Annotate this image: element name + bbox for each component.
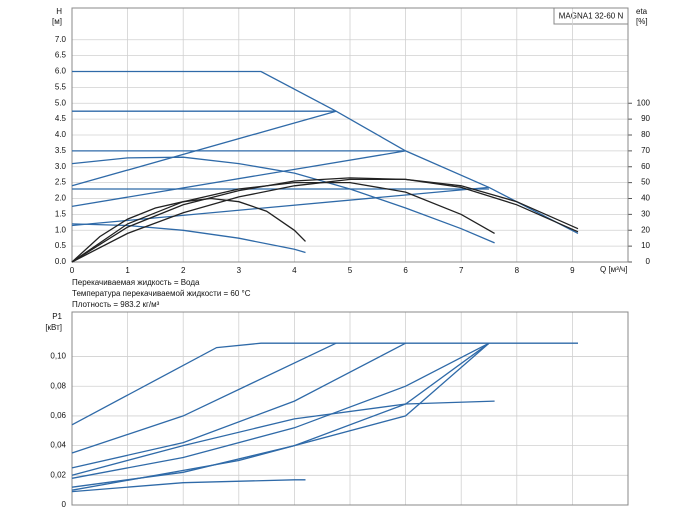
y2-tick-label: 60 xyxy=(641,162,650,171)
y-label: P1 xyxy=(52,312,62,321)
y-tick-label: 0,04 xyxy=(50,441,66,450)
x-tick-label: 2 xyxy=(181,266,186,275)
x-tick-label: 5 xyxy=(348,266,353,275)
curve xyxy=(71,178,579,263)
x-tick-label: 0 xyxy=(70,266,75,275)
y2-tick-label: 30 xyxy=(641,209,650,218)
y2-tick-label: 10 xyxy=(641,241,650,250)
curve xyxy=(71,400,495,476)
y-tick-label: 6.0 xyxy=(55,67,67,76)
curve xyxy=(71,342,578,426)
curve xyxy=(71,342,490,479)
y2-tick-label: 40 xyxy=(641,194,650,203)
y2-label: eta xyxy=(636,7,648,16)
x-tick-label: 9 xyxy=(570,266,575,275)
curve xyxy=(71,181,495,263)
y-tick-label: 0 xyxy=(62,500,67,509)
y-tick-label: 0.5 xyxy=(55,241,67,250)
x-tick-label: 8 xyxy=(515,266,520,275)
curve xyxy=(71,342,490,491)
note: Температура перекачиваемой жидкости = 60… xyxy=(72,289,251,298)
y-tick-label: 5.5 xyxy=(55,82,67,91)
y-tick-label: 6.5 xyxy=(55,51,67,60)
y-tick-label: 0,06 xyxy=(50,411,66,420)
y2-tick-label: 80 xyxy=(641,130,650,139)
y-tick-label: 4.0 xyxy=(55,130,67,139)
plot-frame xyxy=(71,311,629,506)
y2-tick-label: 70 xyxy=(641,146,650,155)
y-tick-label: 2.0 xyxy=(55,194,67,203)
y-tick-label: 2.5 xyxy=(55,178,67,187)
curve xyxy=(71,197,306,263)
x-tick-label: 4 xyxy=(292,266,297,275)
x-tick-label: 1 xyxy=(125,266,130,275)
plot-frame xyxy=(71,7,629,263)
y-tick-label: 0.0 xyxy=(55,257,67,266)
y-tick-label: 1.5 xyxy=(55,209,67,218)
curve xyxy=(71,479,306,493)
x-tick-label: 3 xyxy=(237,266,242,275)
note: Плотность = 983.2 кг/м³ xyxy=(72,300,160,309)
curve xyxy=(71,150,406,208)
curve xyxy=(71,156,495,244)
y-tick-label: 7.0 xyxy=(55,35,67,44)
note: Перекачиваемая жидкость = Вода xyxy=(72,278,200,287)
y-unit: [кВт] xyxy=(45,323,62,332)
y2-unit: [%] xyxy=(636,17,648,26)
x-tick-label: 6 xyxy=(403,266,408,275)
y-tick-label: 1.0 xyxy=(55,225,67,234)
y2-tick-label: 20 xyxy=(641,225,650,234)
y-tick-label: 5.0 xyxy=(55,98,67,107)
y-tick-label: 0,08 xyxy=(50,381,66,390)
curve xyxy=(71,110,337,187)
y-tick-label: 4.5 xyxy=(55,114,67,123)
y-label: H xyxy=(56,7,62,16)
y2-tick-label: 100 xyxy=(637,98,651,107)
y-tick-label: 0,10 xyxy=(50,352,66,361)
chart-title: MAGNA1 32-60 N xyxy=(559,12,624,21)
y2-tick-label: 90 xyxy=(641,114,650,123)
x-tick-label: 7 xyxy=(459,266,464,275)
y2-tick-label: 50 xyxy=(641,178,650,187)
y-unit: [м] xyxy=(52,17,62,26)
curve xyxy=(72,70,579,234)
y2-tick-label: 0 xyxy=(646,257,651,266)
x-label: Q [м³/ч] xyxy=(600,265,627,274)
y-tick-label: 3.5 xyxy=(55,146,67,155)
curve xyxy=(71,342,406,469)
y-tick-label: 3.0 xyxy=(55,162,67,171)
curve xyxy=(71,342,337,454)
curve xyxy=(71,186,490,227)
y-tick-label: 0,02 xyxy=(50,470,66,479)
curve xyxy=(71,177,579,263)
